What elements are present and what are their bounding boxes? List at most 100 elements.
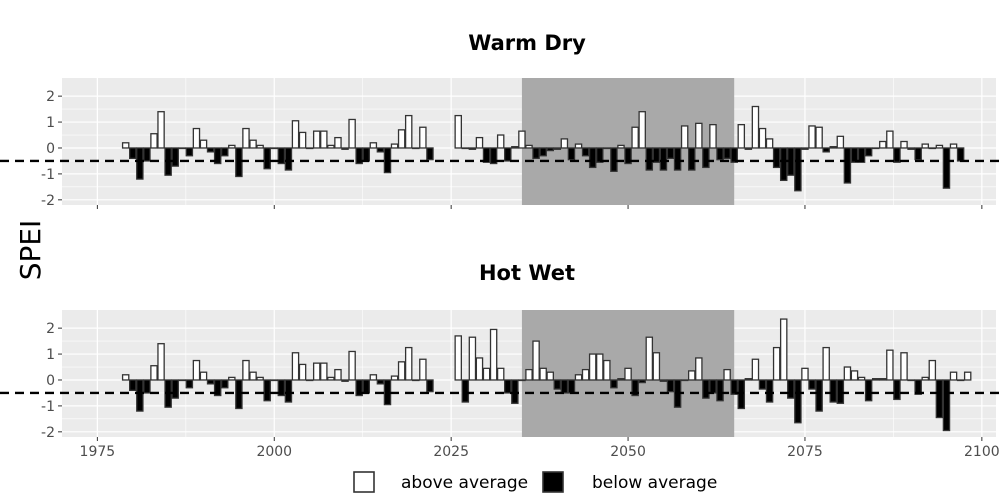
bar-below-1993	[220, 379, 229, 389]
bar-below-2022	[426, 147, 434, 161]
bar-below-1982	[143, 379, 151, 394]
bar-above-2064	[723, 368, 731, 381]
bar-below-2013	[362, 379, 371, 394]
bar-above-1989	[192, 127, 201, 149]
bar-below-2015	[376, 379, 385, 385]
bar-above-2005	[305, 147, 314, 150]
bar-below-2041	[560, 379, 569, 394]
bar-below-1991	[206, 379, 215, 385]
bar-below-1999	[263, 379, 271, 402]
bar-below-2016	[383, 147, 392, 174]
bar-below-2015	[376, 147, 385, 153]
x-tick-label: 2025	[433, 444, 469, 460]
y-tick-label: -1	[41, 167, 55, 183]
bar-below-2037	[532, 147, 540, 159]
bar-above-1989	[192, 359, 201, 381]
bar-above-2059	[687, 370, 696, 381]
bar-below-2070	[765, 379, 774, 403]
bar-below-2046	[596, 147, 604, 163]
bar-above-2067	[744, 378, 753, 381]
bar-below-2055	[659, 379, 668, 382]
bar-below-2074	[794, 379, 802, 424]
bar-below-2083	[857, 147, 866, 163]
bar-above-2005	[305, 379, 314, 382]
x-tick-label: 2050	[610, 444, 646, 460]
y-tick-label: 0	[46, 373, 55, 389]
bar-above-2003	[291, 352, 300, 381]
bar-below-1988	[185, 147, 194, 157]
bar-above-2054	[652, 352, 661, 381]
bar-below-2076	[808, 379, 816, 390]
bar-below-2031	[489, 147, 498, 165]
bar-above-2049	[617, 378, 625, 381]
bar-below-2051	[631, 379, 639, 397]
bar-above-2034	[511, 146, 519, 149]
bar-above-2066	[737, 124, 746, 149]
bar-below-2077	[815, 379, 823, 412]
bar-above-2011	[348, 118, 356, 149]
y-tick-label: 2	[46, 321, 55, 337]
bar-below-2075	[801, 147, 809, 150]
bar-below-1992	[213, 379, 222, 397]
bar-below-2061	[702, 379, 710, 399]
bar-below-2065	[730, 379, 738, 395]
bar-below-2045	[588, 147, 597, 169]
bar-above-2017	[390, 143, 399, 149]
bar-below-2022	[426, 379, 434, 393]
bar-above-2092	[921, 143, 929, 149]
bar-above-2007	[320, 362, 328, 381]
bar-above-2089	[900, 352, 908, 381]
y-tick-label: 2	[46, 89, 55, 105]
bar-above-2031	[489, 328, 498, 381]
legend: above average below average	[353, 471, 717, 493]
bar-above-1994	[228, 144, 236, 149]
bar-above-2035	[518, 130, 526, 149]
bar-below-2010	[341, 147, 349, 150]
bar-above-2021	[419, 358, 427, 381]
bar-above-2090	[907, 379, 915, 382]
y-tick-label: -1	[41, 399, 55, 415]
x-tick-label: 2075	[787, 444, 823, 460]
y-tick-label: 1	[46, 115, 55, 131]
bar-below-2091	[914, 379, 922, 395]
bar-above-2098	[963, 371, 972, 381]
bar-above-2009	[334, 368, 342, 381]
bar-above-2039	[546, 371, 554, 381]
bar-above-2014	[369, 142, 378, 149]
bar-above-2007	[320, 130, 328, 149]
bar-below-2088	[893, 147, 901, 163]
legend-label-below-average: below average	[592, 473, 717, 493]
bar-above-2006	[312, 130, 321, 149]
bar-above-2086	[879, 140, 887, 149]
bar-above-2006	[312, 362, 321, 381]
bar-below-2095	[942, 379, 951, 432]
bar-above-2029	[475, 357, 484, 381]
bar-above-2052	[638, 111, 646, 149]
bar-below-2061	[702, 147, 710, 169]
x-tick-label: 1975	[80, 444, 116, 460]
bar-above-2047	[603, 359, 611, 381]
bar-above-2093	[928, 359, 937, 381]
bar-above-2030	[482, 367, 491, 381]
bar-below-2066	[737, 379, 746, 410]
bar-below-1982	[143, 147, 151, 162]
bar-below-1980	[129, 379, 137, 391]
bar-below-2012	[355, 147, 363, 165]
bar-below-2084	[864, 379, 873, 402]
bar-above-1997	[249, 139, 257, 149]
bar-above-2050	[624, 367, 632, 381]
bar-below-2054	[652, 147, 661, 163]
bar-above-2062	[709, 124, 717, 149]
bar-above-2020	[412, 147, 420, 150]
bar-below-2016	[383, 379, 392, 406]
bar-above-2032	[496, 134, 505, 149]
bar-above-2087	[886, 130, 894, 149]
bar-above-2069	[758, 127, 767, 149]
bar-below-2084	[864, 147, 873, 157]
bar-above-2051	[631, 126, 639, 149]
panel-title-hot-wet: Hot Wet	[479, 261, 575, 285]
bar-above-1983	[150, 133, 158, 149]
bar-above-2044	[581, 368, 590, 381]
bar-above-2029	[475, 136, 484, 149]
bar-below-2064	[723, 147, 731, 159]
